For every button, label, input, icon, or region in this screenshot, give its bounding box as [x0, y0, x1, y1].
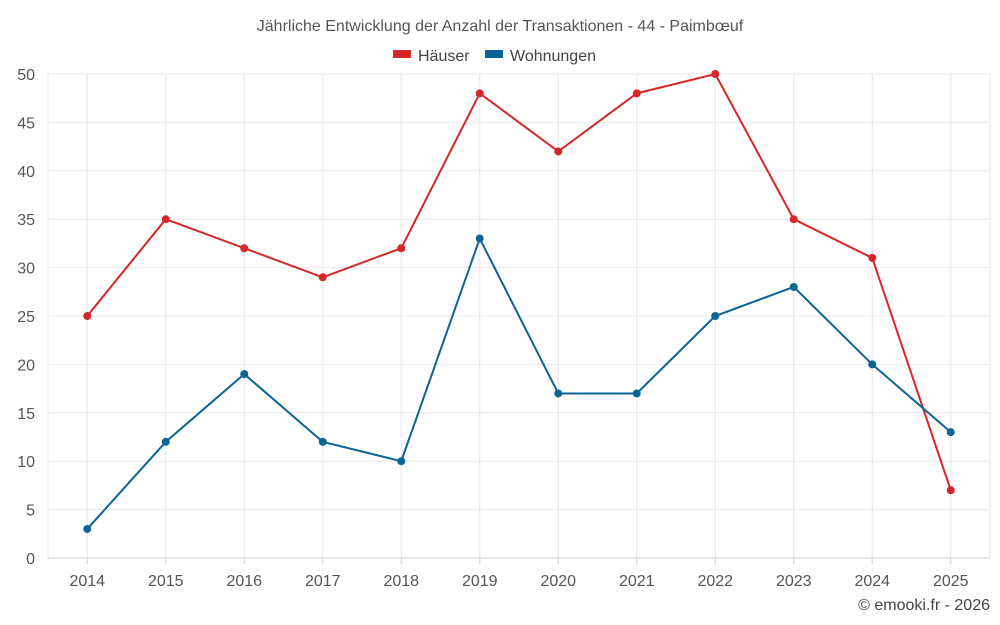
series-line-1	[86, 236, 952, 530]
series-0	[83, 70, 955, 495]
y-tick-label-0: 0	[26, 551, 35, 568]
legend-item-0[interactable]: Häuser	[393, 48, 470, 65]
y-tick-label-20: 20	[17, 357, 35, 374]
data-point-1-2023[interactable]	[789, 282, 798, 291]
data-point-1-2015[interactable]	[161, 437, 170, 446]
data-point-0-2022[interactable]	[711, 70, 720, 78]
y-tick-label-40: 40	[17, 164, 35, 181]
y-tick-label-35: 35	[17, 212, 35, 229]
data-point-1-2022[interactable]	[711, 312, 720, 320]
data-point-0-2020[interactable]	[554, 147, 563, 156]
data-point-1-2018[interactable]	[397, 457, 406, 466]
x-tick-label-2017: 2017	[305, 573, 341, 590]
y-tick-label-45: 45	[17, 115, 35, 132]
data-point-1-2014[interactable]	[83, 524, 92, 533]
data-point-1-2025[interactable]	[946, 428, 955, 437]
data-point-0-2019[interactable]	[475, 89, 484, 98]
data-point-1-2017[interactable]	[318, 437, 327, 446]
credit-text: © emooki.fr - 2026	[858, 597, 990, 614]
data-point-0-2016[interactable]	[240, 244, 249, 253]
data-point-0-2018[interactable]	[397, 244, 406, 253]
data-point-0-2024[interactable]	[868, 253, 877, 262]
chart-title: Jährliche Entwicklung der Anzahl der Tra…	[257, 18, 744, 35]
data-point-0-2015[interactable]	[161, 215, 170, 224]
y-tick-label-30: 30	[17, 261, 35, 278]
data-point-0-2017[interactable]	[318, 273, 327, 282]
x-tick-label-2022: 2022	[697, 573, 733, 590]
x-tick-label-2020: 2020	[540, 573, 576, 590]
data-point-0-2021[interactable]	[632, 89, 641, 98]
data-point-0-2014[interactable]	[83, 312, 92, 320]
x-tick-label-2016: 2016	[226, 573, 262, 590]
y-tick-label-25: 25	[17, 309, 35, 326]
legend: Häuser Wohnungen	[393, 48, 596, 65]
data-point-1-2016[interactable]	[240, 370, 249, 379]
data-point-1-2024[interactable]	[868, 360, 877, 369]
legend-swatch-0	[393, 50, 411, 58]
legend-swatch-1	[485, 50, 503, 58]
series-layer	[83, 70, 955, 533]
data-point-0-2025[interactable]	[946, 486, 955, 495]
x-tick-label-2025: 2025	[933, 573, 969, 590]
x-tick-label-2024: 2024	[854, 573, 890, 590]
legend-label-1: Wohnungen	[510, 48, 596, 65]
x-tick-label-2023: 2023	[776, 573, 812, 590]
x-tick-label-2018: 2018	[383, 573, 419, 590]
y-tick-label-15: 15	[17, 406, 35, 423]
data-point-1-2021[interactable]	[632, 389, 641, 398]
x-tick-label-2021: 2021	[619, 573, 655, 590]
series-1	[83, 234, 955, 533]
y-tick-label-10: 10	[17, 454, 35, 471]
x-tick-label-2015: 2015	[148, 573, 184, 590]
x-tick-label-2019: 2019	[462, 573, 498, 590]
data-point-1-2019[interactable]	[475, 234, 484, 243]
data-point-1-2020[interactable]	[554, 389, 563, 398]
legend-label-0: Häuser	[418, 48, 470, 65]
series-line-0	[86, 72, 952, 491]
data-point-0-2023[interactable]	[789, 215, 798, 224]
x-tick-label-2014: 2014	[69, 573, 105, 590]
y-tick-label-50: 50	[17, 67, 35, 84]
grid	[47, 73, 991, 559]
y-tick-label-5: 5	[26, 503, 35, 520]
legend-item-1[interactable]: Wohnungen	[485, 48, 596, 65]
